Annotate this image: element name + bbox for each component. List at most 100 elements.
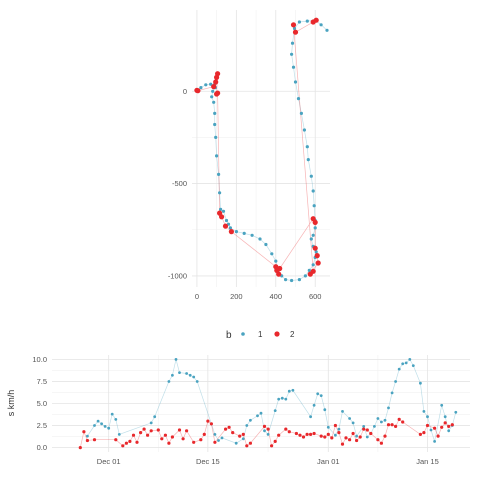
data-point-1 bbox=[220, 436, 224, 440]
x-tick-label: 0 bbox=[195, 292, 199, 301]
data-point-2 bbox=[383, 434, 387, 438]
data-point-2 bbox=[78, 446, 82, 450]
x-tick-label: Dec 01 bbox=[97, 457, 121, 466]
data-point-2 bbox=[340, 442, 345, 446]
data-point-2 bbox=[290, 22, 297, 28]
data-point-1 bbox=[258, 237, 262, 241]
data-point-1 bbox=[224, 218, 229, 223]
data-point-1 bbox=[96, 419, 100, 423]
x-tick-label: Jan 15 bbox=[416, 457, 439, 466]
data-point-1 bbox=[204, 83, 208, 87]
data-point-1 bbox=[213, 433, 217, 436]
data-point-2 bbox=[348, 438, 352, 442]
data-point-2 bbox=[365, 428, 369, 432]
data-point-1 bbox=[440, 403, 444, 407]
data-point-1 bbox=[266, 433, 270, 436]
data-point-2 bbox=[301, 435, 306, 439]
data-point-2 bbox=[450, 423, 454, 427]
data-point-1 bbox=[309, 174, 313, 178]
data-point-1 bbox=[422, 410, 426, 413]
data-point-1 bbox=[291, 388, 295, 392]
data-point-1 bbox=[306, 158, 310, 162]
legend: b 1 2 bbox=[226, 330, 295, 341]
data-point-2 bbox=[248, 441, 252, 445]
data-point-2 bbox=[313, 17, 319, 23]
data-point-1 bbox=[390, 391, 394, 395]
data-point-2 bbox=[149, 429, 153, 433]
data-point-2 bbox=[394, 424, 398, 428]
data-point-1 bbox=[219, 207, 223, 211]
data-point-1 bbox=[214, 135, 218, 139]
data-point-1 bbox=[153, 415, 157, 419]
data-point-2 bbox=[215, 71, 221, 77]
y-tick-label: 5.0 bbox=[37, 399, 47, 408]
data-point-2 bbox=[156, 428, 160, 432]
data-point-1 bbox=[309, 415, 312, 419]
data-point-2 bbox=[305, 432, 309, 436]
data-point-2 bbox=[369, 431, 373, 436]
data-point-1 bbox=[263, 429, 266, 433]
data-point-1 bbox=[213, 111, 217, 115]
data-point-2 bbox=[358, 435, 362, 439]
data-point-2 bbox=[447, 424, 451, 428]
y-tick-label: 0 bbox=[183, 87, 187, 96]
data-point-2 bbox=[312, 219, 318, 225]
data-point-1 bbox=[117, 433, 121, 436]
data-point-1 bbox=[305, 145, 309, 149]
data-point-1 bbox=[287, 389, 291, 393]
data-point-2 bbox=[422, 431, 426, 435]
data-point-1 bbox=[362, 425, 366, 428]
data-point-1 bbox=[443, 415, 447, 419]
data-point-2 bbox=[309, 432, 313, 436]
data-point-2 bbox=[292, 29, 299, 35]
y-tick-label: 0.0 bbox=[37, 443, 47, 452]
data-point-1 bbox=[309, 237, 313, 241]
data-point-1 bbox=[174, 358, 178, 361]
data-point-2 bbox=[170, 435, 174, 439]
data-point-1 bbox=[341, 410, 344, 413]
data-point-1 bbox=[337, 427, 341, 431]
data-point-1 bbox=[234, 441, 238, 445]
data-point-1 bbox=[365, 435, 369, 439]
data-point-1 bbox=[185, 372, 189, 375]
legend-label-2: 2 bbox=[290, 330, 295, 339]
data-point-2 bbox=[287, 430, 291, 434]
track-plot-panel: 0 200 400 600 0 -500 -1000 bbox=[168, 10, 330, 301]
data-point-1 bbox=[433, 440, 436, 443]
x-tick-label: Dec 15 bbox=[196, 457, 220, 466]
data-point-1 bbox=[209, 82, 213, 86]
data-point-1 bbox=[312, 204, 316, 208]
data-point-1 bbox=[313, 226, 317, 230]
data-point-1 bbox=[373, 425, 376, 428]
data-point-1 bbox=[178, 371, 181, 374]
data-point-2 bbox=[376, 438, 380, 442]
data-point-1 bbox=[426, 415, 429, 419]
data-point-1 bbox=[103, 425, 107, 428]
data-point-2 bbox=[330, 436, 334, 440]
data-point-1 bbox=[270, 252, 274, 256]
data-point-1 bbox=[264, 242, 268, 247]
data-point-1 bbox=[387, 406, 390, 410]
data-point-1 bbox=[234, 230, 238, 234]
data-point-2 bbox=[401, 420, 405, 424]
data-point-2 bbox=[206, 419, 210, 423]
data-point-2 bbox=[192, 440, 196, 444]
data-point-2 bbox=[284, 427, 288, 431]
data-point-1 bbox=[217, 172, 221, 176]
data-point-1 bbox=[401, 362, 405, 366]
data-point-2 bbox=[443, 421, 447, 425]
data-point-2 bbox=[397, 417, 401, 421]
data-point-1 bbox=[319, 23, 323, 27]
data-point-2 bbox=[270, 444, 274, 448]
y-tick-label: 2.5 bbox=[37, 421, 47, 430]
data-point-2 bbox=[277, 265, 283, 272]
data-point-2 bbox=[333, 423, 337, 428]
data-point-2 bbox=[139, 431, 143, 435]
data-point-2 bbox=[294, 431, 298, 436]
data-point-2 bbox=[276, 271, 282, 277]
data-point-1 bbox=[107, 426, 111, 430]
y-tick-label: 10.0 bbox=[32, 355, 47, 364]
data-point-2 bbox=[124, 441, 128, 445]
data-point-2 bbox=[121, 444, 125, 448]
